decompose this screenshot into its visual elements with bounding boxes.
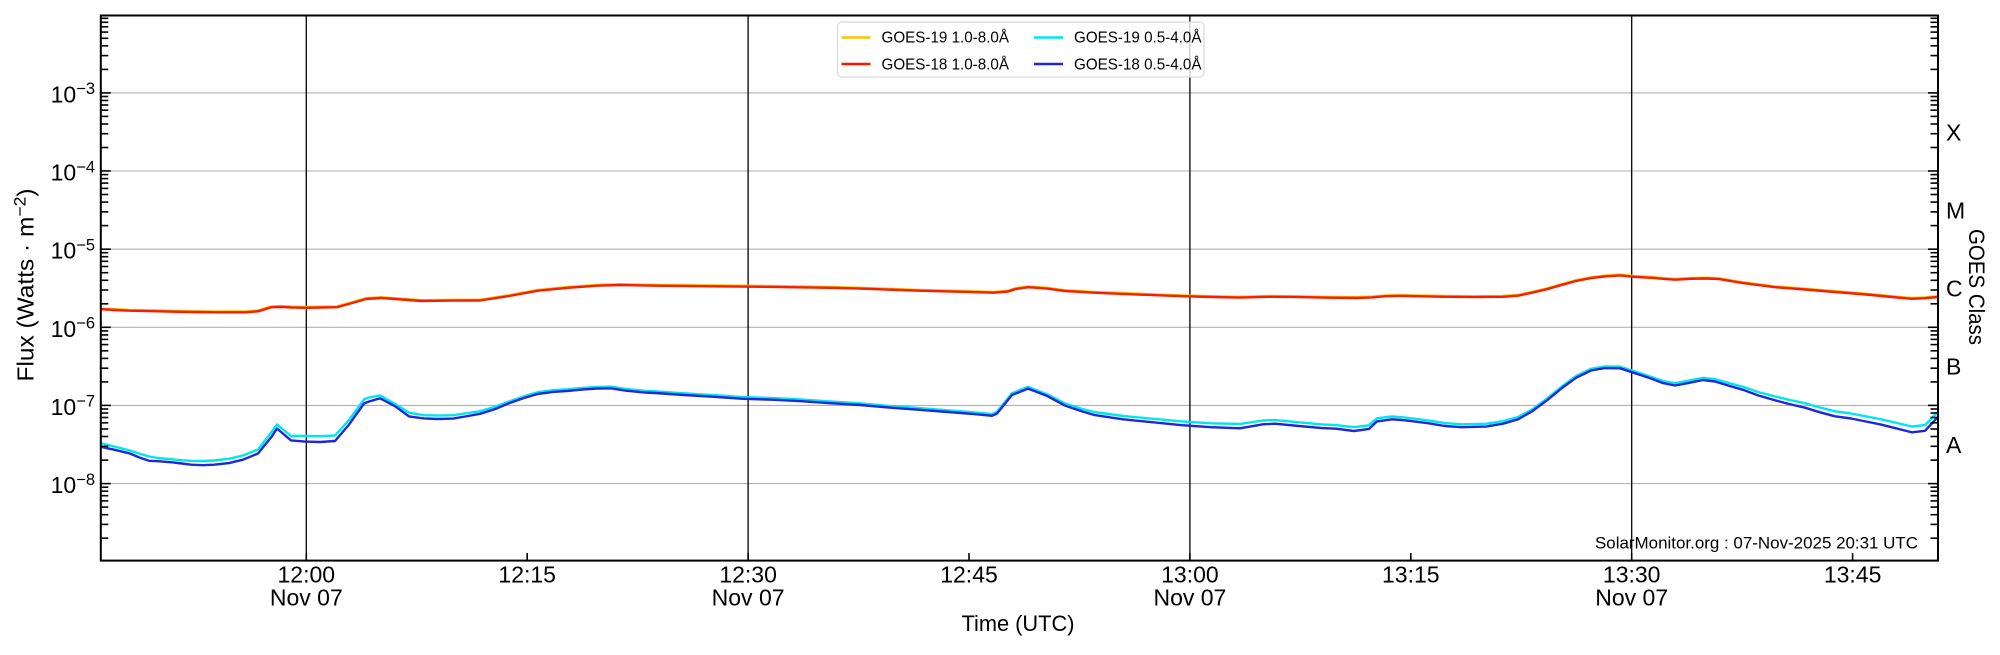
svg-text:10−3: 10−3 [51,80,95,107]
svg-text:Nov 07: Nov 07 [712,585,785,611]
svg-text:10−5: 10−5 [51,237,95,264]
svg-text:10−4: 10−4 [51,158,95,185]
svg-text:13:15: 13:15 [1382,562,1440,588]
svg-text:Nov 07: Nov 07 [1595,585,1668,611]
svg-text:GOES-19 1.0-8.0Å: GOES-19 1.0-8.0Å [882,28,1010,47]
svg-text:GOES-19 0.5-4.0Å: GOES-19 0.5-4.0Å [1074,28,1202,47]
svg-text:Nov 07: Nov 07 [270,585,343,611]
svg-text:A: A [1946,432,1962,458]
svg-text:Time (UTC): Time (UTC) [962,611,1075,636]
svg-text:X: X [1946,119,1961,145]
svg-text:12:00: 12:00 [278,562,336,588]
svg-text:13:30: 13:30 [1603,562,1661,588]
svg-text:10−8: 10−8 [51,471,95,498]
svg-text:GOES-18 1.0-8.0Å: GOES-18 1.0-8.0Å [882,55,1010,74]
svg-text:SolarMonitor.org : 07-Nov-2025: SolarMonitor.org : 07-Nov-2025 20:31 UTC [1595,535,1918,553]
svg-text:12:30: 12:30 [719,562,777,588]
svg-text:C: C [1946,276,1963,302]
svg-text:M: M [1946,197,1965,223]
svg-text:GOES Class: GOES Class [1964,229,1989,345]
svg-text:10−7: 10−7 [51,393,95,420]
svg-text:12:15: 12:15 [498,562,556,588]
svg-text:13:45: 13:45 [1824,562,1882,588]
svg-text:12:45: 12:45 [940,562,998,588]
svg-text:10−6: 10−6 [51,315,95,342]
svg-text:13:00: 13:00 [1161,562,1219,588]
svg-text:Nov 07: Nov 07 [1153,585,1226,611]
svg-text:B: B [1946,354,1961,380]
svg-text:Flux (Watts · m−2): Flux (Watts · m−2) [11,189,38,382]
svg-text:GOES-18 0.5-4.0Å: GOES-18 0.5-4.0Å [1074,55,1202,74]
